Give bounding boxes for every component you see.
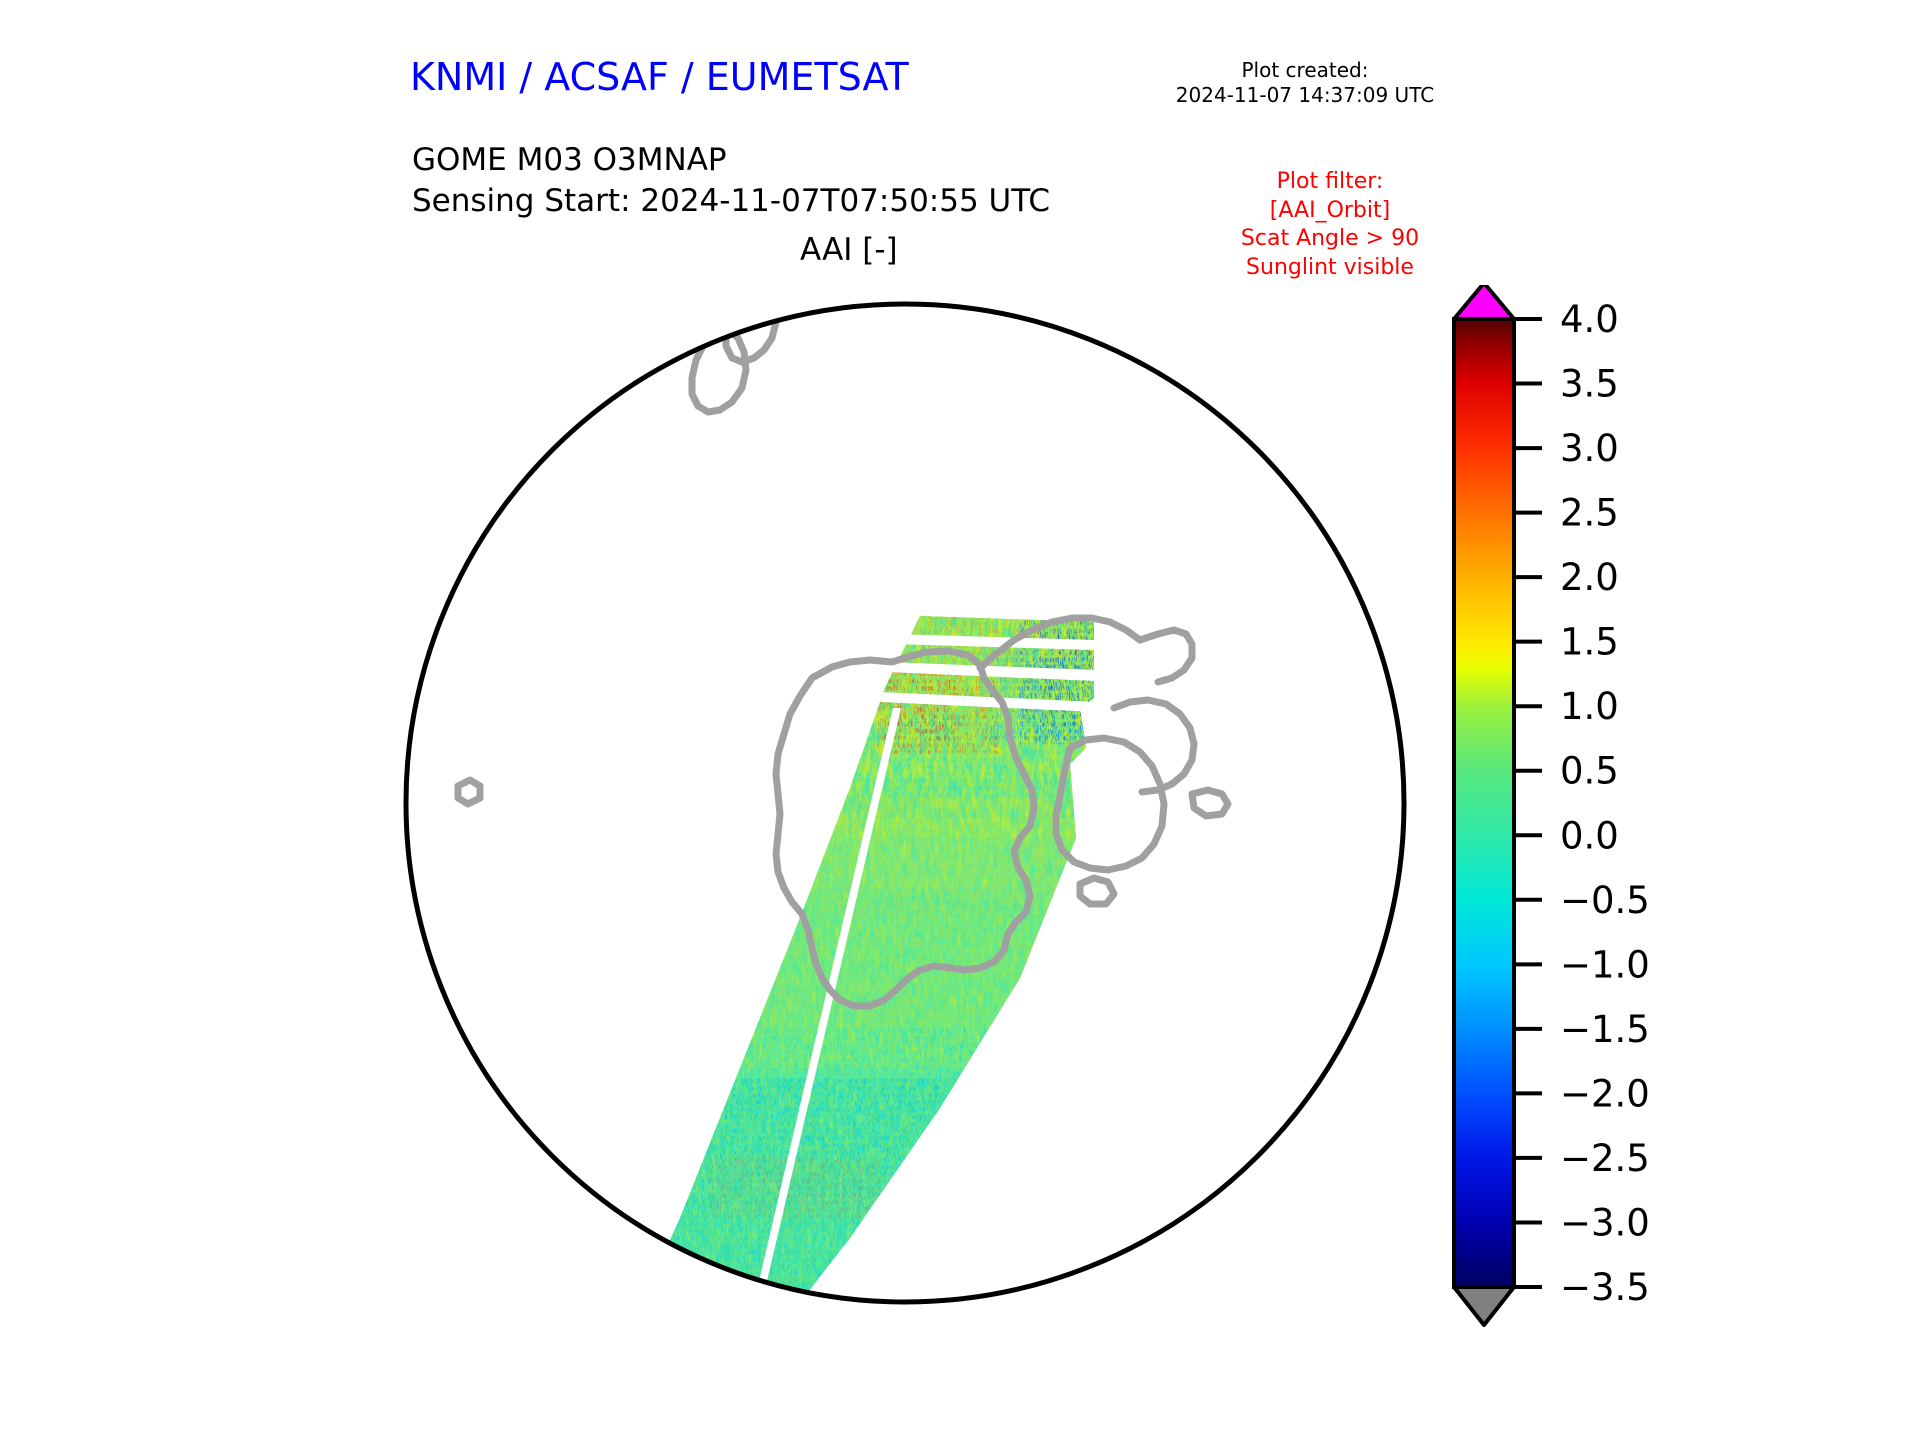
colorbar-tick-label: 1.0 <box>1560 685 1619 728</box>
antarctic-peninsula <box>976 614 1144 672</box>
small-island-upper-left <box>574 360 618 404</box>
dataset-name: GOME M03 O3MNAP <box>412 142 727 178</box>
plot-created-label: Plot created: <box>1241 58 1369 82</box>
colorbar-tick-label: −1.0 <box>1560 943 1650 986</box>
sensing-start: Sensing Start: 2024-11-07T07:50:55 UTC <box>412 183 1050 220</box>
colorbar-tick-labels: 4.0 3.5 3.0 2.5 2.0 1.5 1.0 0.5 0.0 −0.5 −1.0 −1.5 −… <box>1560 298 1650 1309</box>
small-island-left <box>454 776 484 808</box>
colorbar-over-arrow <box>1452 285 1516 321</box>
colorbar-ticks <box>1514 317 1542 1289</box>
colorbar-tick-label: 3.5 <box>1560 363 1619 406</box>
antarctica-coastline <box>772 647 1038 1010</box>
polar-map <box>403 301 1407 1305</box>
plot-filter-scat-angle: Scat Angle > 90 <box>1240 226 1420 252</box>
colorbar-tick-label: 4.0 <box>1560 298 1619 341</box>
colorbar-tick-label: −3.5 <box>1560 1266 1650 1309</box>
colorbar-tick-label: −1.5 <box>1560 1008 1650 1051</box>
colorbar-svg: 4.0 3.5 3.0 2.5 2.0 1.5 1.0 0.5 0.0 −0.5 −1.0 −1.5 −… <box>1452 285 1650 1327</box>
dataset-info: GOME M03 O3MNAP Sensing Start: 2024-11-0… <box>412 140 1050 222</box>
colorbar-tick-label: 1.5 <box>1560 621 1619 664</box>
plot-filter-label: Plot filter: <box>1276 169 1384 194</box>
plot-filter-product: [AAI_Orbit] <box>1269 197 1391 223</box>
colorbar-tick-label: −3.0 <box>1560 1201 1650 1244</box>
colorbar-tick-label: 0.5 <box>1560 750 1619 793</box>
map-plot-area <box>380 278 1430 1328</box>
island-arc <box>1136 626 1196 686</box>
swath-scanline-gaps <box>880 634 1094 712</box>
colorbar-tick-label: 2.5 <box>1560 492 1619 535</box>
plot-created-block: Plot created: 2024-11-07 14:37:09 UTC <box>1160 58 1450 108</box>
colorbar-tick-label: −2.0 <box>1560 1072 1650 1115</box>
colorbar-tick-label: 2.0 <box>1560 556 1619 599</box>
organisation-title: KNMI / ACSAF / EUMETSAT <box>410 55 909 99</box>
south-america-tip <box>1110 696 1198 796</box>
colorbar-tick-label: −2.5 <box>1560 1137 1650 1180</box>
plot-filter-block: Plot filter: [AAI_Orbit] Scat Angle > 90… <box>1185 168 1475 282</box>
colorbar-gradient-bar <box>1452 317 1516 1289</box>
new-zealand-north <box>722 304 780 366</box>
small-island-right-lower <box>1076 874 1118 908</box>
colorbar-tick-label: 0.0 <box>1560 814 1619 857</box>
colorbar: 4.0 3.5 3.0 2.5 2.0 1.5 1.0 0.5 0.0 −0.5 −1.0 −1.5 −… <box>1430 285 1850 1330</box>
falkland-islands <box>1188 786 1232 820</box>
small-island-upper-left-2 <box>526 328 566 362</box>
plot-created-time: 2024-11-07 14:37:09 UTC <box>1175 83 1435 107</box>
swath-speckle-warm <box>670 1158 880 1302</box>
colorbar-under-arrow <box>1452 1285 1516 1327</box>
chart-title: AAI [-] <box>800 232 898 268</box>
globe-outline <box>403 301 1407 1305</box>
colorbar-tick-label: −0.5 <box>1560 879 1650 922</box>
plot-filter-sunglint: Sunglint visible <box>1246 254 1414 280</box>
swath-nadir-gap <box>748 708 901 1302</box>
colorbar-tick-label: 3.0 <box>1560 427 1619 470</box>
patagonia-coastline <box>1052 734 1168 874</box>
